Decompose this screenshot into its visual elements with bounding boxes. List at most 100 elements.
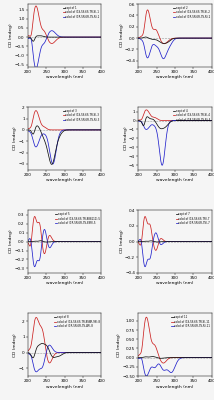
calcd of (1R,5R,6R,7S,R)-4: [155, 127, 158, 132]
expt of 5: [77, 239, 79, 244]
calcd of (1S,5S,6S,7R,888111)-5: [77, 239, 79, 244]
calcd of (1R,5R,6R,7S,R)-3: [38, 137, 41, 142]
expt of 11: [187, 355, 190, 360]
expt of 3: [102, 128, 105, 132]
calcd of (1S,5S,6S,7R,S)-1: [83, 35, 86, 40]
calcd of (1S,5S,6S,7R,S)-2: [194, 36, 196, 40]
calcd of (1S,5S,6S,7R,8S8R,9S)-8: [25, 350, 27, 354]
expt of 1: [45, 34, 47, 39]
calcd of (1R,5R,6R,7S,4R)-8: [77, 350, 79, 355]
Line: calcd of (1R,5R,6R,7S,R)-3: calcd of (1R,5R,6R,7S,R)-3: [26, 130, 103, 164]
Line: expt of 7: expt of 7: [136, 241, 214, 242]
calcd of (1R,5R,6R,7S,R)-2: [162, 56, 165, 61]
calcd of (1S,5S,6S,7R,S)-3: [35, 108, 37, 113]
calcd of (1S,5S,6S,7R,8S8R,9S)-8: [77, 350, 79, 355]
expt of 5: [102, 239, 105, 244]
calcd of (1S,5S,6S,7R,8S8R,9S)-8: [102, 350, 105, 355]
calcd of (1R,5R,6R,7S,4R)-8: [25, 350, 27, 355]
calcd of (1R,5R,6R,7S,R)-2: [213, 36, 214, 40]
calcd of (1S,5S,6S,7R,S)-4: [145, 108, 148, 112]
expt of 7: [150, 238, 152, 243]
calcd of (1R,5R,6R,7S,R)-11: [135, 356, 138, 360]
X-axis label: wavelength (nm): wavelength (nm): [46, 384, 83, 388]
calcd of (1S,5S,6S,7R,S)-1: [35, 4, 37, 8]
expt of 2: [163, 41, 165, 46]
expt of 2: [149, 36, 152, 41]
calcd of (1S,5S,6S,7R,S)-3: [45, 126, 47, 130]
calcd of (1R,5R,6R,7S,R)-3: [52, 162, 54, 166]
calcd of (1R,5R,6R,7S,R)-11: [149, 366, 152, 371]
Line: calcd of (1R,5R,6R,7S,4R)-8: calcd of (1R,5R,6R,7S,4R)-8: [26, 345, 103, 372]
calcd of (1R,5R,6R,7S,R)-11: [145, 374, 148, 378]
Legend: expt of 3, calcd of (1S,5S,6S,7R,S)-3, calcd of (1R,5R,6R,7S,R)-3: expt of 3, calcd of (1S,5S,6S,7R,S)-3, c…: [62, 108, 100, 122]
expt of 7: [170, 239, 173, 244]
Line: expt of 3: expt of 3: [26, 126, 103, 164]
calcd of (1R,5R,6R,7S,4R)-8: [39, 367, 41, 372]
calcd of (1S,5S,6S,7R)-7: [213, 239, 214, 244]
expt of 4: [194, 118, 196, 123]
calcd of (1S,5S,6S,7R,S)-2: [213, 36, 214, 40]
calcd of (1S,5S,6S,7R,S)-4: [181, 118, 183, 123]
calcd of (1S,5S,6S,7R,S)-3: [102, 128, 105, 132]
calcd of (1R,5R,6R,7S,R)-1: [25, 35, 27, 40]
expt of 5: [70, 239, 73, 244]
calcd of (1S,5S,6S,7R,8S8R,9S)-8: [83, 350, 86, 355]
calcd of (1R,5R,6R,7S)-7: [155, 230, 157, 235]
expt of 11: [151, 354, 154, 359]
expt of 5: [83, 239, 86, 244]
expt of 8: [77, 350, 79, 355]
calcd of (1S,5S,6S,7R,S)-2: [146, 8, 149, 12]
expt of 4: [155, 121, 158, 126]
Y-axis label: CD (mdeg): CD (mdeg): [120, 230, 124, 253]
expt of 3: [77, 128, 79, 132]
Y-axis label: CD (mdeg): CD (mdeg): [9, 24, 13, 47]
calcd of (1S,5S,6S,7R)-7: [149, 223, 152, 228]
calcd of (1S,5S,6S,7R,8S8R,9S)-8: [45, 348, 47, 353]
Y-axis label: CD (mdeg): CD (mdeg): [9, 230, 13, 253]
Line: expt of 8: expt of 8: [26, 344, 103, 358]
calcd of (1S,5S,6S,7R,S)-3: [70, 128, 73, 132]
expt of 8: [83, 350, 86, 355]
expt of 11: [155, 355, 158, 360]
calcd of (1R,5R,6R,7S,R)-11: [193, 355, 196, 360]
calcd of (1R,5R,6R,7S,R)-3: [76, 128, 79, 132]
calcd of (1R,5R,6R,7S)-7: [194, 239, 196, 244]
calcd of (1R,5R,6R,7S,88R)-5: [102, 239, 105, 244]
calcd of (1R,5R,6R,7S,4R)-8: [70, 350, 73, 355]
calcd of (1S,5S,6S,7R,S)-11: [135, 355, 138, 360]
expt of 4: [181, 118, 183, 123]
calcd of (1S,5S,6S,7R,S)-3: [39, 118, 41, 122]
calcd of (1S,5S,6S,7R,S)-2: [170, 36, 173, 41]
calcd of (1R,5R,6R,7S,R)-1: [83, 35, 86, 40]
calcd of (1R,5R,6R,7S,R)-2: [181, 36, 183, 40]
Line: expt of 2: expt of 2: [136, 37, 214, 44]
calcd of (1R,5R,6R,7S,R)-1: [60, 34, 62, 39]
Line: calcd of (1S,5S,6S,7R,S)-3: calcd of (1S,5S,6S,7R,S)-3: [26, 111, 103, 130]
Line: calcd of (1S,5S,6S,7R,S)-4: calcd of (1S,5S,6S,7R,S)-4: [136, 110, 214, 120]
Line: expt of 5: expt of 5: [26, 241, 103, 242]
Line: calcd of (1S,5S,6S,7R,S)-11: calcd of (1S,5S,6S,7R,S)-11: [136, 317, 214, 363]
expt of 1: [25, 35, 27, 40]
calcd of (1S,5S,6S,7R)-7: [170, 239, 173, 244]
calcd of (1S,5S,6S,7R,S)-4: [155, 116, 158, 121]
calcd of (1S,5S,6S,7R,S)-4: [149, 112, 152, 117]
expt of 1: [70, 35, 73, 40]
Y-axis label: CD (mdeg): CD (mdeg): [120, 24, 124, 47]
expt of 4: [149, 116, 152, 121]
expt of 5: [60, 239, 62, 244]
expt of 2: [187, 36, 190, 40]
calcd of (1R,5R,6R,7S,R)-11: [170, 370, 173, 375]
calcd of (1R,5R,6R,7S,88R)-5: [45, 232, 47, 237]
expt of 7: [155, 240, 158, 244]
expt of 3: [25, 128, 27, 132]
calcd of (1R,5R,6R,7S,R)-3: [60, 129, 62, 134]
calcd of (1R,5R,6R,7S,88R)-5: [60, 239, 62, 244]
expt of 1: [102, 35, 105, 40]
calcd of (1R,5R,6R,7S,4R)-8: [102, 350, 105, 355]
calcd of (1S,5S,6S,7R,S)-4: [187, 118, 189, 123]
Line: calcd of (1R,5R,6R,7S,88R)-5: calcd of (1R,5R,6R,7S,88R)-5: [26, 230, 103, 267]
Line: expt of 1: expt of 1: [26, 36, 103, 41]
calcd of (1S,5S,6S,7R)-7: [187, 239, 190, 244]
calcd of (1S,5S,6S,7R,S)-1: [39, 18, 41, 23]
calcd of (1S,5S,6S,7R,8S8R,9S)-8: [70, 350, 73, 355]
